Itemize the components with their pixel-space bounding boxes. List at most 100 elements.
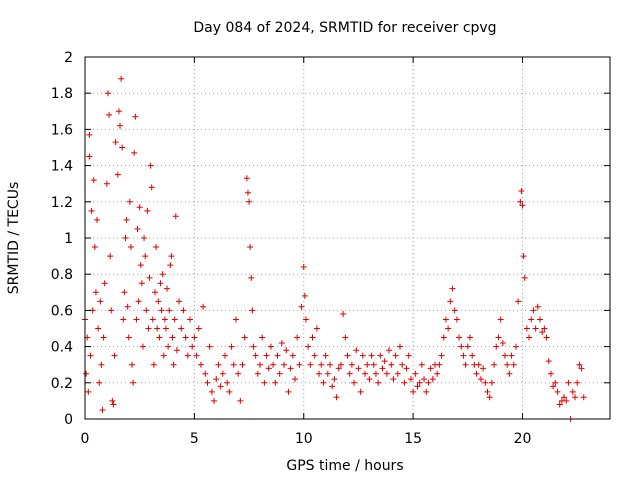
data-point [543,334,550,341]
data-point [329,383,336,390]
data-point [86,153,93,160]
data-point [226,388,233,395]
data-point [552,379,559,386]
data-point [200,303,207,310]
data-point [335,365,342,372]
data-point [421,376,428,383]
data-point [318,361,325,368]
data-point [107,253,114,260]
data-point [497,316,504,323]
data-point [541,325,548,332]
data-point [156,334,163,341]
data-point [109,397,116,404]
data-point [124,303,131,310]
data-point [285,388,292,395]
data-point [333,394,340,401]
data-point [85,388,92,395]
data-point [204,379,211,386]
data-point [86,131,93,138]
data-point [372,370,379,377]
data-point [381,358,388,365]
data-point [191,334,198,341]
data-point [158,307,165,314]
data-point [508,352,515,359]
data-point [90,177,97,184]
data-point [197,361,204,368]
data-point [137,262,144,269]
data-point [429,376,436,383]
data-point [316,370,323,377]
data-point [136,204,143,211]
data-point [537,316,543,323]
data-point [117,122,123,129]
data-point [469,352,476,359]
data-point [159,271,166,278]
data-point [171,316,178,323]
data-point [499,339,506,346]
data-point [493,343,500,350]
data-point [104,90,111,97]
data-point [366,376,373,383]
data-point [576,361,583,368]
data-point [135,298,142,305]
data-point [110,401,117,408]
data-point [574,379,581,386]
data-point [120,316,127,323]
data-point [152,289,158,296]
data-point [122,235,129,241]
data-point [348,361,355,368]
data-point [412,370,419,377]
data-point [217,383,224,390]
data-point [91,244,98,251]
data-point [157,280,164,287]
y-tick-label: 1.4 [51,159,73,175]
data-point [353,347,360,354]
data-point [252,352,259,359]
data-points-layer [82,75,587,422]
data-point [357,388,364,395]
data-point [300,263,307,270]
data-point [410,388,417,395]
data-point [451,307,458,314]
data-point [383,370,390,377]
data-point [337,361,344,368]
data-point [241,334,248,341]
data-point [211,397,218,404]
data-point [418,361,425,368]
data-point [131,149,138,156]
data-point [467,334,473,341]
data-point [368,352,375,359]
data-point [106,111,113,118]
data-point [305,343,312,350]
data-point [114,171,121,178]
data-point [261,379,268,386]
data-point [427,365,434,372]
data-point [129,361,136,368]
x-tick-label: 15 [404,431,422,447]
data-point [550,383,557,390]
data-point [518,187,525,194]
data-point [108,307,115,314]
data-point [311,352,318,359]
ticks-layer [84,56,610,420]
data-point [180,307,187,314]
data-point [101,280,108,287]
data-point [87,352,94,359]
data-point [517,198,524,205]
data-point [289,352,296,359]
data-point [495,334,502,341]
data-point [340,311,347,318]
data-point [502,352,508,359]
data-point [346,370,353,377]
data-point [565,379,572,386]
data-point [388,361,395,368]
data-point [206,343,213,350]
data-point [127,244,134,251]
data-point [178,325,185,332]
y-tick-label: 0.2 [51,376,73,392]
data-point [534,303,541,310]
data-point [160,352,167,359]
data-point [222,352,228,359]
data-point [112,139,119,146]
data-point [477,376,484,383]
